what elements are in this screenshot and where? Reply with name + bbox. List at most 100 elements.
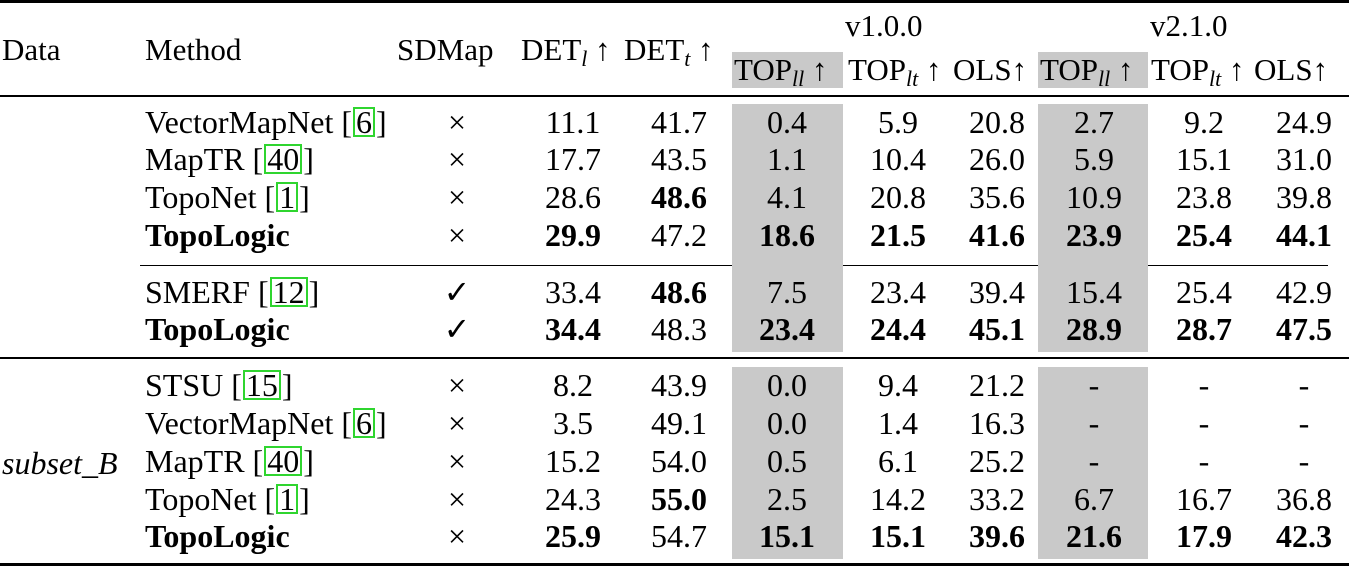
citation-link[interactable]: 40 [264,143,303,175]
metric-cell-v1-top-ll: 2.5 [767,481,807,517]
sdmap-mark: ✓ [443,274,471,310]
method-label: VectorMapNet [ [145,405,353,441]
metric-cell-v1-top-ll: 0.5 [767,443,807,479]
table-bottom-rule [0,563,1349,566]
method-label: TopoLogic [145,217,290,253]
v2-top-ll-arrow: ↑ [1118,52,1134,87]
metric-cell-v1-top-lt: 10.4 [870,141,926,177]
metric-cell-v1-ols: 39.6 [969,518,1025,554]
metric-cell-v2-ols: 39.8 [1276,179,1332,215]
metric-cell-det-l: 8.2 [553,367,593,403]
metric-cell-v1-top-ll: 4.1 [767,179,807,215]
header-v1-ols: OLS↑ [953,52,1027,88]
citation-link[interactable]: 6 [353,407,376,439]
metric-cell-v2-ols: 42.3 [1276,518,1332,554]
v1-top-lt-arrow: ↑ [926,52,942,87]
metric-cell-v2-ols: 47.5 [1276,311,1332,347]
citation-close: ] [303,443,314,479]
metric-cell-v1-top-ll: 18.6 [759,217,815,253]
header-rule [0,95,1349,97]
sdmap-mark: ✓ [443,311,471,347]
method-name: STSU [15] [145,367,293,403]
header-data: Data [2,32,61,67]
v2-top-ll-group-b-shade [1038,367,1148,559]
det-t-label: DET [624,32,685,67]
metric-cell-v1-ols: 41.6 [969,217,1025,253]
header-v2-ols: OLS↑ [1254,52,1328,88]
method-label: TopoLogic [145,518,290,554]
metric-cell-v1-top-ll: 1.1 [767,141,807,177]
sdmap-mark: × [447,104,467,140]
metric-cell-v1-top-lt: 24.4 [870,311,926,347]
metric-cell-v2-top-lt: 25.4 [1176,274,1232,310]
metric-cell-det-t: 48.6 [651,274,707,310]
metric-cell-v1-ols: 39.4 [969,274,1025,310]
metric-cell-v1-ols: 33.2 [969,481,1025,517]
metric-cell-v2-top-ll: - [1088,367,1100,403]
method-name: TopoNet [1] [145,179,310,215]
metric-cell-v1-top-lt: 6.1 [878,443,918,479]
method-name: VectorMapNet [6] [145,104,387,140]
metric-cell-v2-top-lt: 17.9 [1176,518,1232,554]
method-name: MapTR [40] [145,141,314,177]
metric-cell-v2-top-ll: - [1088,405,1100,441]
metric-cell-v1-ols: 21.2 [969,367,1025,403]
method-label: STSU [ [145,367,242,403]
metric-cell-v2-ols: 36.8 [1276,481,1332,517]
metric-cell-v1-ols: 35.6 [969,179,1025,215]
metric-cell-v1-top-lt: 14.2 [870,481,926,517]
metric-cell-det-l: 15.2 [545,443,601,479]
metric-cell-v2-top-lt: - [1198,367,1210,403]
citation-link[interactable]: 40 [264,445,303,477]
citation-close: ] [303,141,314,177]
sdmap-mark: × [447,481,467,517]
v1-top-ll-label: TOP [734,52,793,87]
citation-link[interactable]: 6 [353,106,376,138]
metric-cell-v1-top-lt: 15.1 [870,518,926,554]
metric-cell-v2-top-lt: - [1198,405,1210,441]
sdmap-mark: × [447,141,467,177]
v1-ols-label: OLS [953,52,1012,87]
metric-cell-det-l: 24.3 [545,481,601,517]
method-name: MapTR [40] [145,443,314,479]
v1-top-ll-subscript: ll [792,66,805,91]
method-name: SMERF [12] [145,274,319,310]
metric-cell-v2-top-lt: 9.2 [1184,104,1224,140]
method-label: SMERF [ [145,274,269,310]
metric-cell-det-l: 3.5 [553,405,593,441]
metric-cell-det-t: 47.2 [651,217,707,253]
citation-link[interactable]: 12 [269,276,308,308]
sdmap-mark: × [447,179,467,215]
metric-cell-v2-top-ll: 5.9 [1074,141,1114,177]
header-v1-top-ll: TOPll ↑ [734,52,828,91]
metric-cell-v2-top-ll: 28.9 [1066,311,1122,347]
det-l-arrow: ↑ [595,32,611,67]
metric-cell-v2-top-lt: 28.7 [1176,311,1232,347]
v2-top-ll-label: TOP [1040,52,1099,87]
citation-close: ] [299,179,310,215]
metric-cell-det-t: 41.7 [651,104,707,140]
version-v1-label: v1.0.0 [845,8,923,43]
method-name: TopoNet [1] [145,481,310,517]
method-label: MapTR [ [145,141,264,177]
citation-link[interactable]: 1 [276,483,299,515]
metric-cell-v1-ols: 20.8 [969,104,1025,140]
method-label: TopoLogic [145,311,290,347]
sdmap-mark: × [447,367,467,403]
metric-cell-det-l: 34.4 [545,311,601,347]
det-l-label: DET [521,32,582,67]
group-label-subset-b: subset_B [2,445,118,481]
det-l-subscript: l [581,46,588,71]
header-det-l: DETl ↑ [521,32,611,71]
metric-cell-v1-top-ll: 0.0 [767,405,807,441]
metric-cell-v1-ols: 45.1 [969,311,1025,347]
metric-cell-v2-top-ll: 6.7 [1074,481,1114,517]
version-v2-label: v2.1.0 [1150,8,1228,43]
metric-cell-det-l: 25.9 [545,518,601,554]
citation-link[interactable]: 1 [276,181,299,213]
metric-cell-v1-top-ll: 0.4 [767,104,807,140]
det-t-arrow: ↑ [698,32,714,67]
citation-link[interactable]: 15 [242,369,281,401]
method-label: TopoNet [ [145,179,276,215]
